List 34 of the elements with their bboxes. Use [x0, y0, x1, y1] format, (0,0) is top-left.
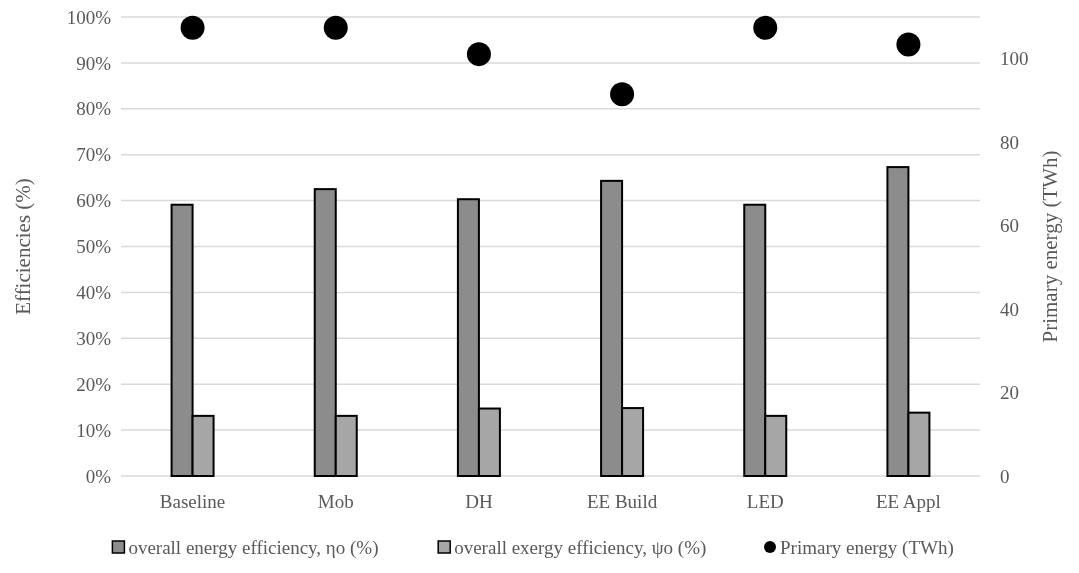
x-tick-label: Mob [317, 491, 354, 512]
y-tick-label: 100% [66, 6, 112, 28]
x-tick-label: Baseline [159, 491, 226, 512]
y-tick-label: 60% [76, 190, 112, 212]
y2-tick-label: 60 [1000, 215, 1019, 237]
point [753, 15, 778, 40]
legend-label: Primary energy (TWh) [780, 536, 954, 559]
x-tick-label: LED [746, 491, 784, 512]
point [466, 42, 491, 67]
y-tick-label: 70% [76, 144, 112, 166]
point [180, 15, 205, 40]
y-tick-label: 0% [85, 465, 112, 487]
y-tick-label: 40% [76, 282, 112, 304]
point [896, 32, 921, 57]
point [610, 82, 635, 107]
y-tick-label: 80% [76, 98, 112, 120]
y-tick-label: 30% [76, 327, 112, 349]
point [323, 15, 348, 40]
x-tick-label: EE Build [586, 491, 658, 512]
y-tick-label: 90% [76, 52, 112, 74]
y2-tick-label: 100 [1000, 48, 1029, 70]
x-tick-label: EE Appl [875, 491, 941, 512]
legend-label: overall exergy efficiency, ψo (%) [454, 536, 707, 559]
y2-tick-label: 40 [1000, 298, 1019, 320]
y-tick-label: 50% [76, 236, 112, 258]
y-tick-label: 10% [76, 419, 112, 441]
x-tick-label: DH [465, 491, 493, 512]
y2-tick-label: 20 [1000, 382, 1019, 404]
y-tick-label: 20% [76, 373, 112, 395]
legend-label: overall energy efficiency, ηo (%) [128, 536, 379, 559]
y2-tick-label: 0 [1000, 465, 1010, 487]
y-axis-title: Efficiencies (%) [11, 178, 35, 315]
y2-tick-label: 80 [1000, 131, 1019, 153]
y2-axis-title: Primary energy (TWh) [1038, 150, 1062, 343]
